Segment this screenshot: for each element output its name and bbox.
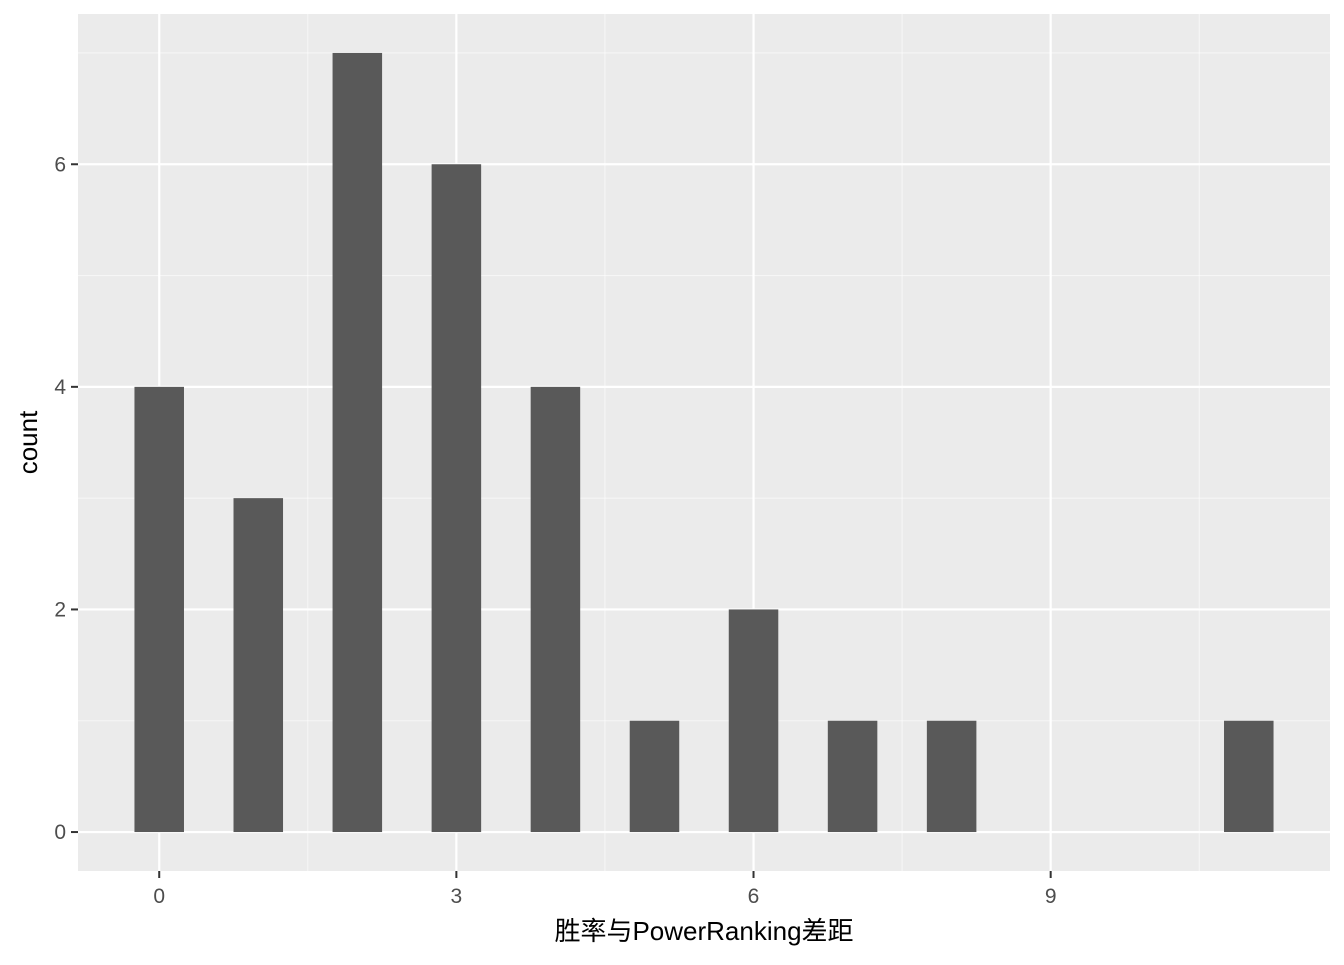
y-tick-label: 0: [54, 821, 66, 844]
bar: [629, 720, 680, 833]
bar: [728, 609, 779, 833]
y-tick-label: 4: [54, 376, 66, 399]
y-tick-label: 2: [54, 598, 66, 621]
x-tick-label: 3: [451, 885, 463, 908]
bar: [1224, 720, 1274, 833]
y-axis-title: count: [13, 410, 43, 474]
bar: [233, 498, 284, 833]
bar: [827, 720, 878, 833]
x-tick-label: 0: [153, 885, 165, 908]
bar: [530, 386, 581, 833]
minor-gridlines: [78, 14, 1330, 871]
bar: [332, 52, 383, 833]
x-axis-ticks: 0 3 6 9: [153, 871, 1057, 908]
bar: [134, 386, 184, 833]
bar: [926, 720, 977, 833]
plot-panel: [78, 14, 1330, 871]
y-tick-label: 6: [54, 153, 66, 176]
bars: [134, 52, 1274, 833]
x-tick-label: 9: [1045, 885, 1057, 908]
x-axis-title: 胜率与PowerRanking差距: [554, 916, 853, 946]
x-tick-label: 6: [748, 885, 760, 908]
bar: [431, 164, 482, 833]
y-axis-ticks: 0 2 4 6: [54, 153, 78, 844]
